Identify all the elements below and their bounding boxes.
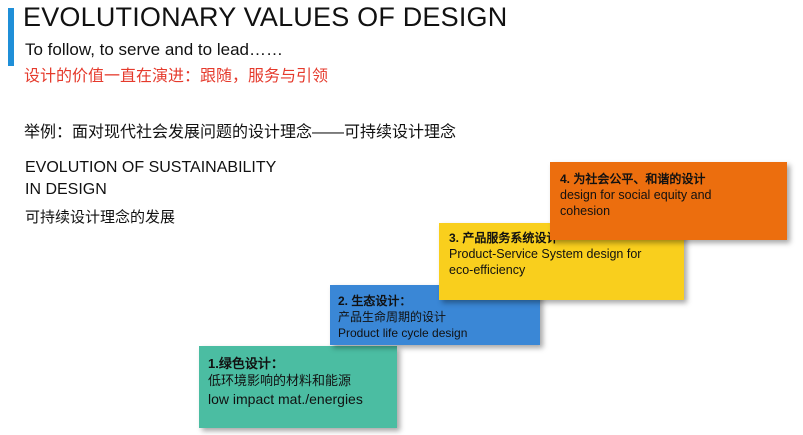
- step-heading: 2. 生态设计：: [338, 294, 412, 308]
- step-line-en: Product life cycle design: [338, 326, 468, 340]
- step-social-equity: 4. 为社会公平、和谐的设计 design for social equity …: [550, 162, 787, 240]
- step-line-en-2: cohesion: [560, 204, 611, 218]
- step-heading: 3. 产品服务系统设计: [449, 231, 559, 245]
- evolution-title-line2: IN DESIGN: [25, 181, 107, 198]
- step-green-design: 1.绿色设计： 低环境影响的材料和能源 low impact mat./ener…: [199, 346, 397, 428]
- page-subtitle-cn: 设计的价值一直在演进：跟随，服务与引领: [24, 68, 329, 85]
- step-line-en: design for social equity and: [560, 188, 712, 202]
- step-heading: 4. 为社会公平、和谐的设计: [560, 172, 706, 186]
- step-line-cn: 产品生命周期的设计: [338, 310, 447, 324]
- step-line-cn: 低环境影响的材料和能源: [208, 373, 352, 388]
- evolution-title-line1: EVOLUTION OF SUSTAINABILITY: [25, 159, 277, 176]
- page-title: EVOLUTIONARY VALUES OF DESIGN: [23, 2, 508, 32]
- step-heading: 1.绿色设计：: [208, 356, 284, 371]
- page-subtitle: To follow, to serve and to lead……: [25, 40, 283, 59]
- step-line-en: Product-Service System design for: [449, 247, 642, 261]
- evolution-title-cn: 可持续设计理念的发展: [25, 209, 176, 226]
- step-line-en: low impact mat./energies: [208, 391, 363, 407]
- example-text: 举例：面对现代社会发展问题的设计理念——可持续设计理念: [24, 124, 457, 141]
- evolution-title: EVOLUTION OF SUSTAINABILITY IN DESIGN: [25, 157, 276, 201]
- accent-bar: [8, 8, 14, 66]
- step-line-en-2: eco-efficiency: [449, 263, 526, 277]
